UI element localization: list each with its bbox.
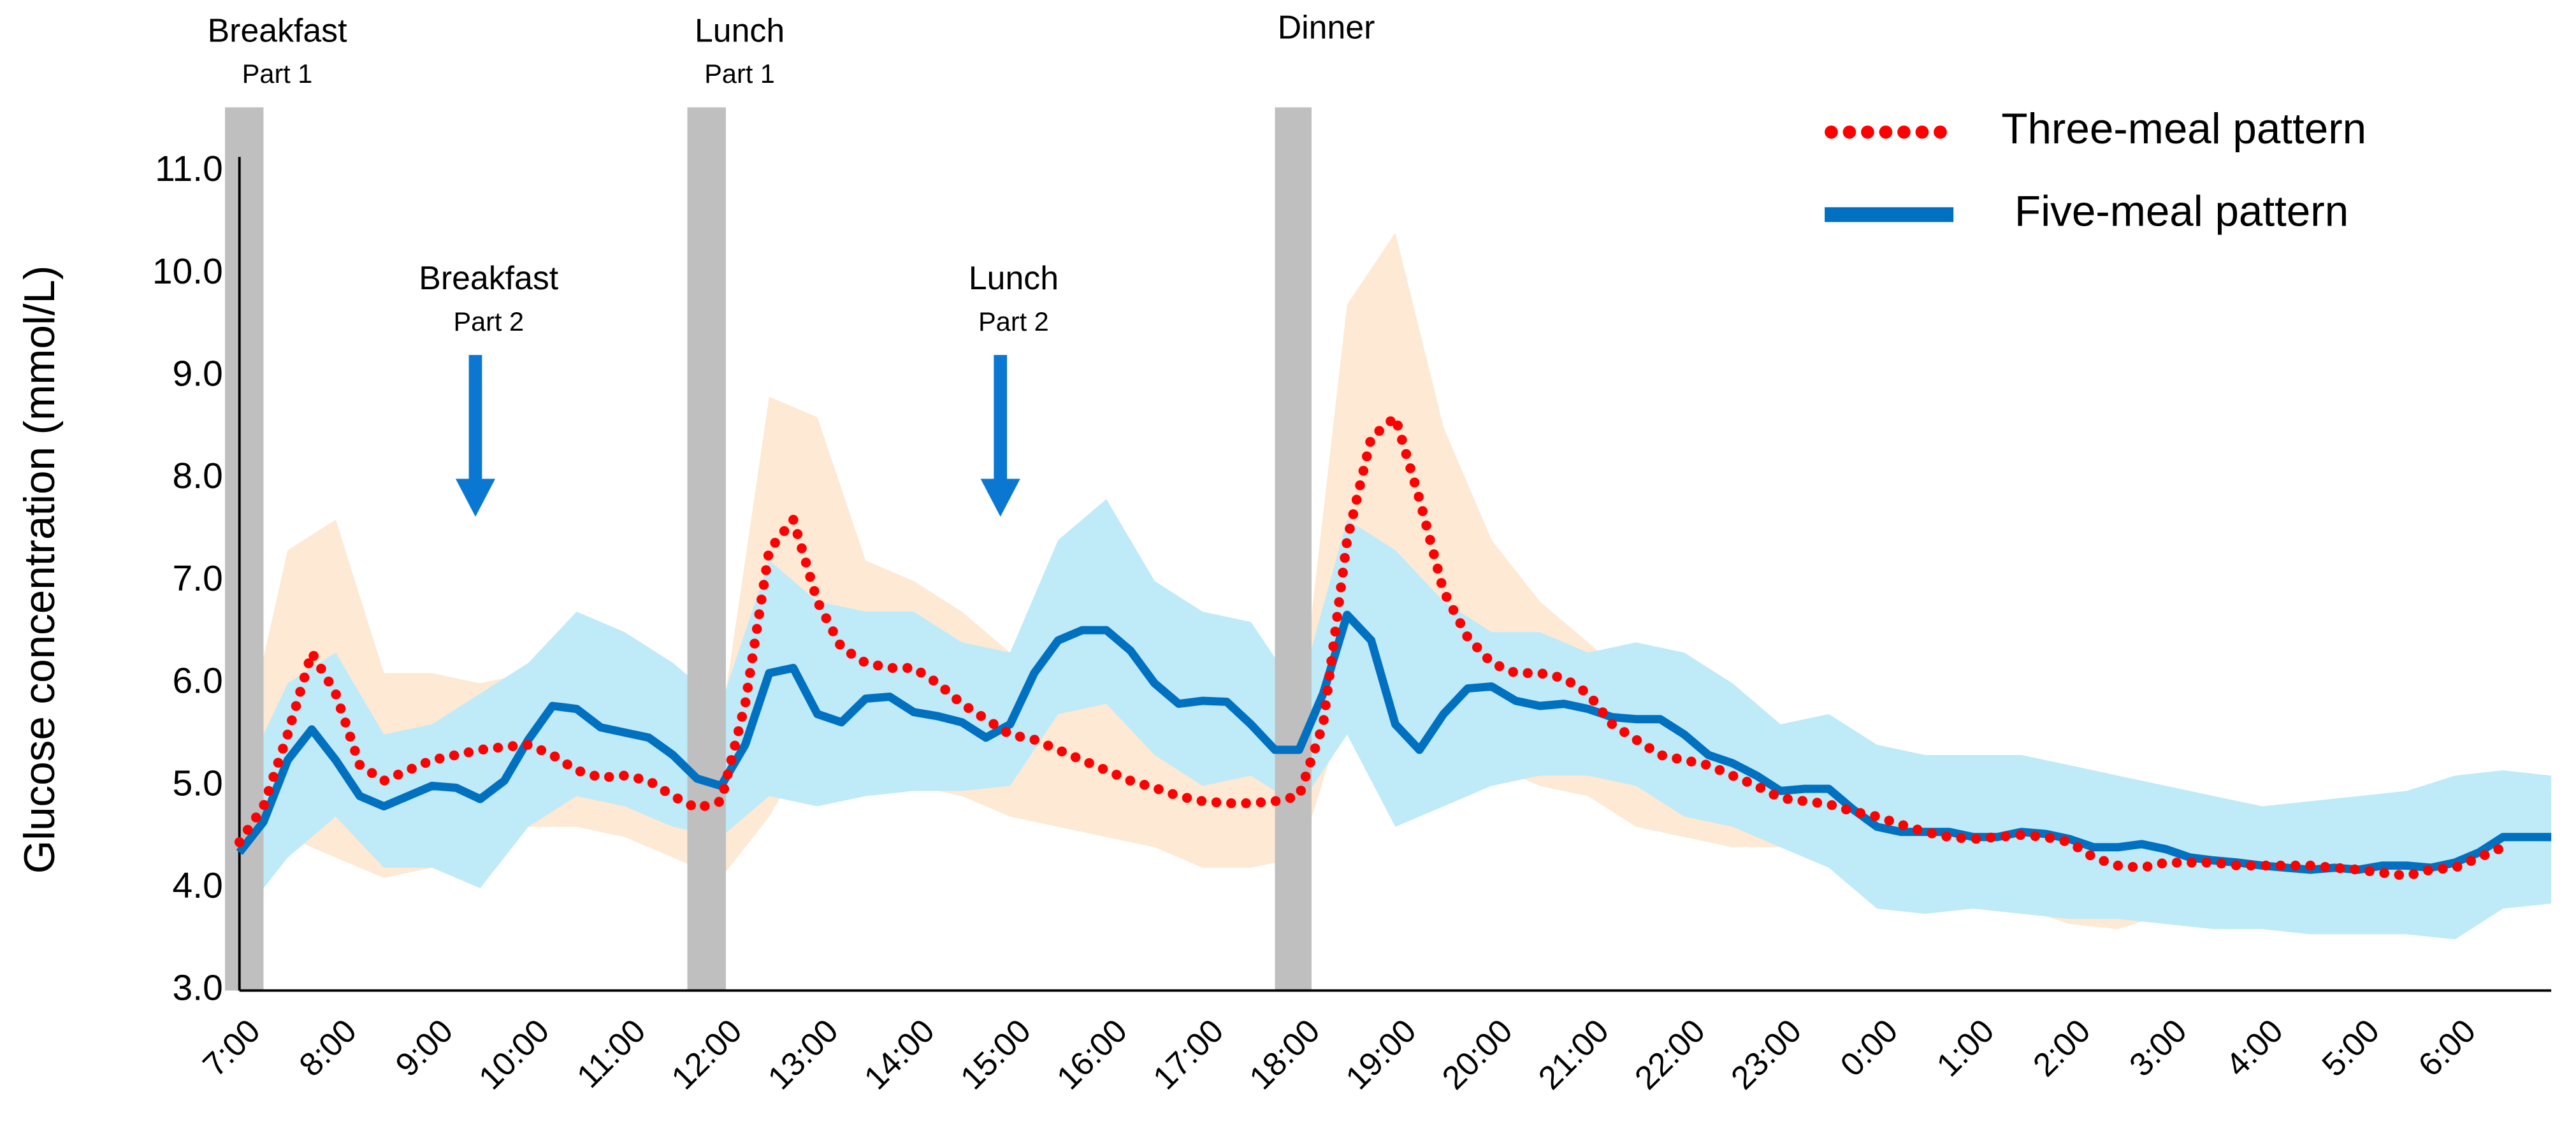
- arrow-label: Lunch: [969, 259, 1059, 296]
- x-tick-label: 10:00: [472, 1012, 556, 1097]
- legend-label: Five-meal pattern: [2015, 188, 2348, 236]
- x-tick-label: 14:00: [857, 1012, 941, 1097]
- y-tick-label: 6.0: [173, 661, 223, 701]
- y-tick-label: 4.0: [173, 865, 223, 906]
- x-tick-label: 0:00: [1833, 1012, 1904, 1083]
- x-tick-label: 6:00: [2411, 1012, 2482, 1083]
- x-tick-label: 11:00: [570, 1012, 653, 1095]
- x-tick-label: 21:00: [1531, 1012, 1616, 1097]
- x-tick-label: 2:00: [2025, 1012, 2097, 1083]
- arrow-sublabel: Part 2: [453, 306, 524, 336]
- meal-label: Dinner: [1278, 8, 1375, 45]
- meal-bar: [1275, 107, 1312, 991]
- x-tick-label: 19:00: [1338, 1012, 1423, 1097]
- arrow-label: Breakfast: [419, 259, 558, 296]
- meal-sublabel: Part 1: [704, 59, 775, 89]
- x-tick-label: 16:00: [1050, 1012, 1134, 1097]
- arrow: [455, 355, 496, 517]
- y-tick-label: 10.0: [152, 251, 223, 292]
- x-tick-label: 18:00: [1242, 1012, 1327, 1097]
- series-line: [236, 610, 2552, 874]
- meal-sublabel: Part 1: [242, 59, 313, 89]
- x-tick-label: 13:00: [760, 1012, 845, 1097]
- x-tick-label: 4:00: [2218, 1012, 2290, 1083]
- x-tick-label: 1:00: [1929, 1012, 2001, 1083]
- series-line: [234, 412, 2508, 881]
- meal-label: Lunch: [695, 12, 785, 49]
- y-tick-label: 9.0: [173, 354, 223, 394]
- x-tick-label: 15:00: [953, 1012, 1038, 1097]
- x-tick-label: 12:00: [664, 1012, 749, 1097]
- x-tick-label: 22:00: [1628, 1012, 1712, 1097]
- meal-bar: [225, 107, 264, 991]
- x-tick-label: 3:00: [2122, 1012, 2194, 1083]
- x-tick-label: 8:00: [292, 1012, 363, 1083]
- arrow-sublabel: Part 2: [978, 306, 1049, 336]
- y-tick-label: 3.0: [173, 968, 223, 1009]
- y-tick-label: 11.0: [155, 148, 223, 189]
- meal-bar: [687, 107, 726, 991]
- x-tick-label: 9:00: [388, 1012, 459, 1083]
- y-axis-label: Glucose concentration (mmol/L): [16, 266, 64, 874]
- x-tick-label: 7:00: [196, 1012, 267, 1083]
- legend-label: Three-meal pattern: [2001, 105, 2366, 153]
- arrow: [980, 355, 1020, 517]
- x-tick-label: 17:00: [1146, 1012, 1231, 1097]
- y-tick-label: 7.0: [173, 558, 223, 599]
- y-tick-label: 5.0: [173, 763, 223, 803]
- x-tick-label: 23:00: [1724, 1012, 1809, 1097]
- x-tick-label: 20:00: [1435, 1012, 1519, 1097]
- meal-label: Breakfast: [208, 12, 347, 49]
- y-tick-label: 8.0: [173, 456, 223, 496]
- x-tick-label: 5:00: [2315, 1012, 2386, 1083]
